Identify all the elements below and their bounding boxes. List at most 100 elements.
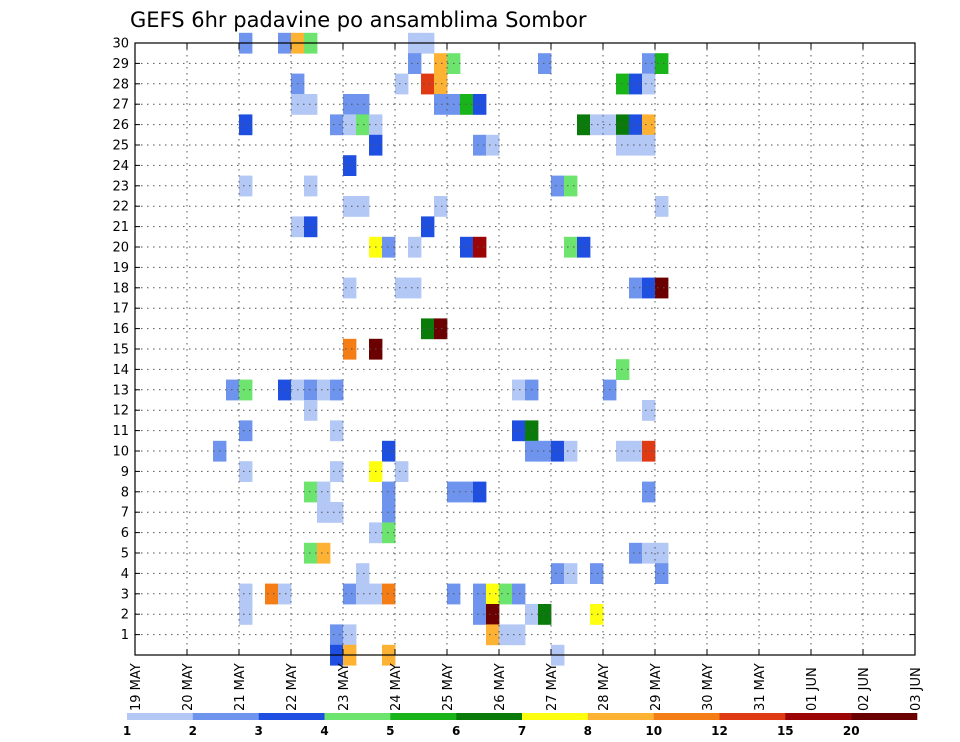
precip-cell-95	[564, 440, 578, 462]
precip-cell-145	[486, 624, 500, 646]
precip-cell-127	[278, 583, 292, 605]
y-tick-label-12: 12	[112, 404, 129, 419]
precip-cell-105	[382, 481, 396, 503]
x-tick-label-6: 25 MAY	[441, 663, 456, 711]
precip-cell-146	[499, 624, 513, 646]
precip-cell-74	[226, 379, 240, 401]
y-tick-label-29: 29	[112, 57, 129, 72]
y-tick-label-30: 30	[112, 37, 129, 52]
precip-cell-115	[304, 542, 318, 564]
x-tick-label-0: 19 MAY	[129, 663, 144, 711]
y-tick-label-5: 5	[121, 547, 129, 562]
legend-label-6: 6	[452, 724, 460, 738]
precip-cell-122	[564, 563, 578, 584]
precip-cell-43	[642, 134, 656, 156]
precip-cell-76	[278, 379, 292, 401]
precip-cell-110	[317, 502, 331, 523]
precip-cell-96	[616, 440, 630, 462]
precip-cell-51	[434, 196, 448, 217]
x-tick-label-9: 28 MAY	[597, 663, 612, 711]
precip-cell-102	[395, 461, 409, 482]
precip-cell-121	[551, 563, 565, 584]
heatmap-cells	[213, 32, 669, 666]
legend-label-4: 4	[320, 724, 328, 738]
legend-label-1: 1	[123, 724, 131, 738]
precip-cell-29	[343, 114, 357, 136]
legend-swatch-3	[324, 713, 391, 720]
precip-cell-133	[473, 583, 487, 605]
precip-cell-108	[473, 481, 487, 503]
legend-label-2: 2	[189, 724, 197, 738]
precip-cell-88	[512, 420, 526, 442]
precip-cell-125	[239, 583, 253, 605]
precip-cell-23	[434, 94, 448, 115]
precip-cell-65	[408, 277, 422, 299]
precip-cell-49	[343, 196, 357, 217]
precip-cell-17	[629, 73, 643, 95]
precip-cell-91	[382, 440, 396, 462]
legend-swatch-11	[851, 713, 918, 720]
y-axis-ticks: 1234567891011121314151617181920212223242…	[112, 37, 915, 643]
precip-cell-104	[317, 481, 331, 503]
legend-label-7: 7	[518, 724, 526, 738]
precip-cell-68	[655, 277, 669, 299]
precip-cell-98	[642, 440, 656, 462]
x-tick-label-13: 01 JUN	[805, 667, 820, 711]
y-tick-label-6: 6	[121, 526, 129, 541]
x-tick-label-2: 21 MAY	[233, 663, 248, 711]
legend-swatch-2	[258, 713, 325, 720]
precip-cell-136	[512, 583, 526, 605]
legend-swatch-4	[390, 713, 457, 720]
precip-cell-129	[356, 583, 370, 605]
precip-cell-112	[382, 502, 396, 523]
y-tick-label-8: 8	[121, 485, 129, 500]
precip-cell-97	[629, 440, 643, 462]
precip-cell-99	[239, 461, 253, 482]
y-tick-label-21: 21	[112, 220, 129, 235]
precip-cell-71	[343, 338, 357, 360]
y-tick-label-2: 2	[121, 608, 129, 623]
precip-cell-9	[538, 53, 552, 74]
precip-cell-85	[642, 400, 656, 421]
legend-swatch-7	[587, 713, 654, 720]
x-tick-label-8: 27 MAY	[545, 663, 560, 711]
legend-swatch-6	[522, 713, 589, 720]
y-tick-label-9: 9	[121, 465, 129, 480]
y-tick-label-28: 28	[112, 77, 129, 92]
precip-cell-32	[577, 114, 591, 136]
precip-cell-79	[317, 379, 331, 401]
legend-swatch-8	[653, 713, 720, 720]
precip-cell-109	[642, 481, 656, 503]
precip-cell-111	[330, 502, 344, 523]
precip-cell-137	[239, 604, 253, 625]
precip-cell-87	[330, 420, 344, 442]
precip-cell-135	[499, 583, 513, 605]
precip-cell-147	[512, 624, 526, 646]
precip-cell-10	[642, 53, 656, 74]
precip-cell-138	[473, 604, 487, 625]
precip-cell-81	[512, 379, 526, 401]
y-tick-label-15: 15	[112, 343, 129, 358]
x-tick-label-15: 03 JUN	[909, 667, 924, 711]
precip-cell-33	[590, 114, 604, 136]
precip-cell-25	[460, 94, 474, 115]
legend-swatch-5	[456, 713, 523, 720]
color-legend: 1 2 3 4 5 6 7 8 10 12 15 20	[123, 713, 918, 738]
y-tick-label-1: 1	[121, 628, 129, 643]
precip-cell-139	[486, 604, 500, 625]
precip-cell-86	[239, 420, 253, 442]
precip-cell-21	[343, 94, 357, 115]
precip-cell-35	[616, 114, 630, 136]
precip-cell-80	[330, 379, 344, 401]
precip-cell-22	[356, 94, 370, 115]
precip-cell-144	[343, 624, 357, 646]
precip-cell-70	[434, 318, 448, 340]
precip-cell-66	[629, 277, 643, 299]
precip-cell-143	[330, 624, 344, 646]
precip-cell-142	[590, 604, 604, 625]
precip-cell-63	[343, 277, 357, 299]
precip-cell-27	[239, 114, 253, 136]
precip-cell-45	[239, 175, 253, 197]
precip-cell-124	[655, 563, 669, 584]
